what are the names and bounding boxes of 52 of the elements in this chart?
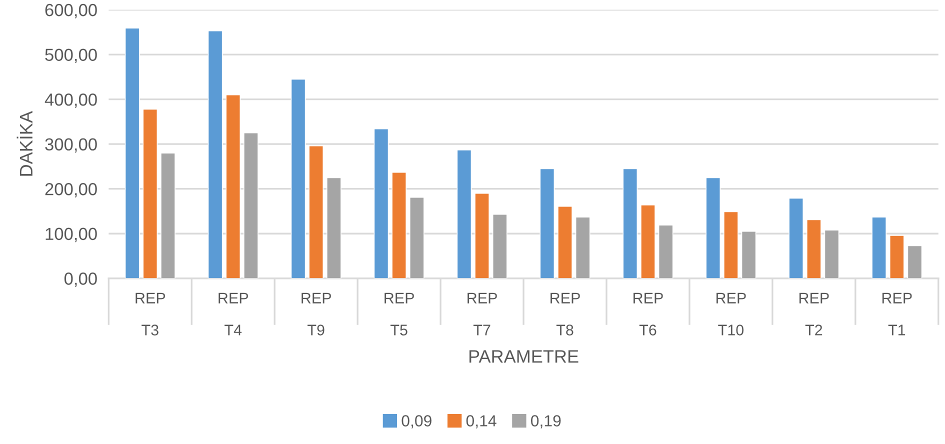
- bar: [226, 94, 241, 278]
- bar: [540, 168, 555, 278]
- bar: [872, 216, 887, 278]
- category-label: REP T8: [550, 292, 580, 336]
- category-label: REP T3: [136, 292, 166, 336]
- category-label: REP T10: [716, 292, 746, 336]
- bar: [124, 28, 140, 278]
- bar: [706, 177, 721, 278]
- y-tick-label: 400,00: [44, 93, 97, 108]
- category-label: REP T6: [634, 292, 663, 336]
- category-label: REP T7: [468, 292, 497, 336]
- bar: [142, 108, 158, 278]
- legend-label: 0,09: [402, 415, 432, 428]
- category-label: REP T4: [218, 292, 248, 336]
- bar: [558, 206, 572, 278]
- bar: [907, 245, 922, 278]
- bar: [474, 192, 490, 278]
- bar: [622, 168, 638, 278]
- y-axis-title: DAKİKA: [16, 111, 32, 176]
- y-tick-label: 600,00: [45, 4, 97, 18]
- bar: [374, 128, 389, 278]
- bar: [640, 204, 656, 278]
- category-label: REP T5: [384, 292, 414, 336]
- bar: [788, 198, 804, 278]
- bar: [741, 230, 756, 278]
- bar: [244, 132, 258, 278]
- y-tick-label: 0,00: [64, 272, 97, 287]
- bar: [208, 30, 223, 278]
- legend-label: 0,14: [466, 415, 496, 428]
- bar: [889, 234, 904, 278]
- bar: [392, 172, 407, 278]
- category-label: REP T1: [882, 292, 912, 336]
- y-tick-label: 100,00: [46, 228, 97, 242]
- bar: [456, 149, 472, 278]
- bar: [492, 214, 508, 278]
- y-tick-label: 200,00: [45, 183, 97, 198]
- legend-label: 0,19: [530, 415, 561, 428]
- bar: [160, 152, 176, 278]
- x-axis-title: PARAMETRE: [469, 350, 578, 363]
- y-tick-label: 300,00: [45, 138, 97, 153]
- category-label: REP T9: [302, 292, 331, 336]
- bar: [723, 211, 738, 278]
- bar: [658, 224, 674, 278]
- bar: [806, 219, 822, 278]
- bar: [409, 196, 424, 278]
- bar: [326, 177, 342, 278]
- bar: [308, 145, 324, 278]
- y-tick-label: 500,00: [45, 48, 97, 64]
- bar: [575, 216, 590, 278]
- bar: [824, 230, 840, 278]
- category-label: REP T2: [799, 292, 829, 336]
- bar: [290, 78, 306, 278]
